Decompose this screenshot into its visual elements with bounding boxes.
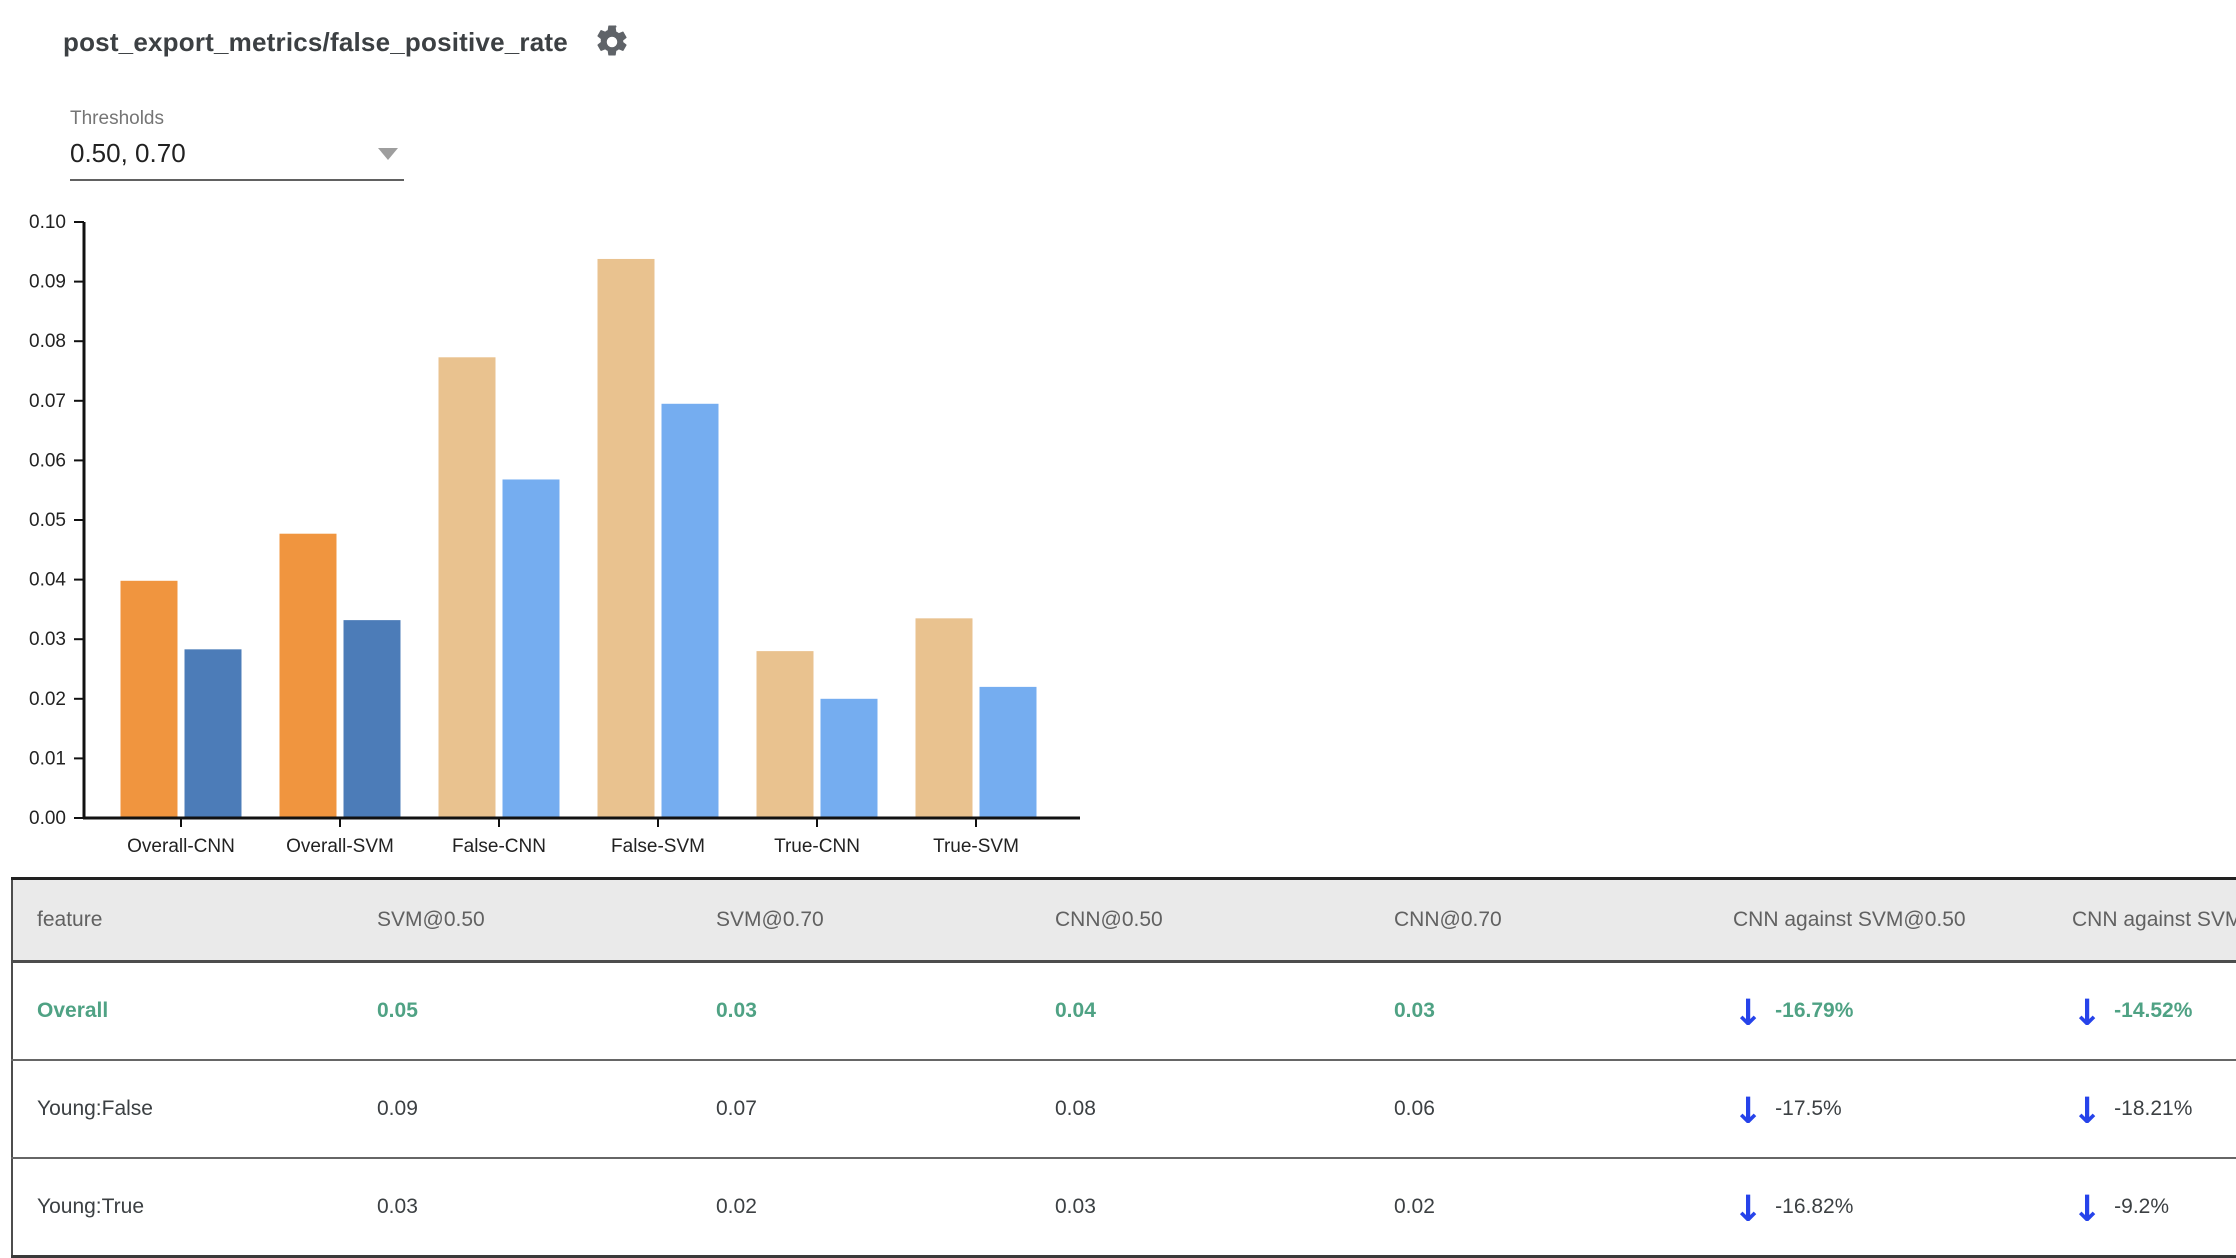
y-tick-label: 0.06 <box>29 450 66 471</box>
metrics-table: feature SVM@0.50 SVM@0.70 CNN@0.50 CNN@0.70 C… <box>11 877 2236 1258</box>
x-tick-label: Overall-SVM <box>286 836 394 857</box>
metric-value-svm-0-50: 0.05 <box>353 961 692 1061</box>
bar-overall-cnn-050[interactable] <box>120 580 178 818</box>
bar-false-svm-070[interactable] <box>661 403 719 818</box>
thresholds-dropdown[interactable]: Thresholds 0.50, 0.70 <box>70 108 404 181</box>
y-tick-label: 0.09 <box>29 272 66 293</box>
bar-false-svm-050[interactable] <box>597 258 655 818</box>
delta-cell-svm-0-70: ↓ -9.2% <box>2048 1158 2236 1257</box>
page-title: post_export_metrics/false_positive_rate <box>63 26 568 57</box>
metric-value-svm-0-70: 0.07 <box>692 1060 1031 1159</box>
delta-cell-svm-0-70: ↓ -18.21% <box>2048 1060 2236 1159</box>
title-row: post_export_metrics/false_positive_rate <box>63 24 630 60</box>
metric-value-cnn-0-50: 0.03 <box>1055 1195 1096 1218</box>
y-tick-label: 0.02 <box>29 689 66 710</box>
bar-overall-svm-050[interactable] <box>279 533 337 818</box>
metric-value-svm-0-70: 0.02 <box>716 1195 757 1218</box>
metric-value-cnn-0-70: 0.06 <box>1370 1060 1709 1159</box>
x-tick-label: True-SVM <box>933 836 1019 857</box>
x-tick-label: False-SVM <box>611 836 705 857</box>
y-tick-label: 0.00 <box>29 808 66 829</box>
column-header-cnn-0-70: CNN@0.70 <box>1370 878 1709 963</box>
column-header-cnn-0-50: CNN@0.50 <box>1031 878 1370 963</box>
feature-name: Young:True <box>37 1195 145 1218</box>
metrics-table-header: feature SVM@0.50 SVM@0.70 CNN@0.50 CNN@0.70 C… <box>12 878 2236 963</box>
false-positive-rate-bar-chart: 0.00 0.01 0.02 0.03 0.04 0.05 0.06 0.07 0.08 0.09… <box>29 212 1080 857</box>
delta-cell-svm-0-50: ↓ -16.82% <box>1709 1158 2048 1257</box>
thresholds-label: Thresholds <box>70 108 164 129</box>
decrease-arrow-icon: ↓ <box>2072 1189 2103 1230</box>
decrease-arrow-icon: ↓ <box>2072 993 2103 1034</box>
y-tick-label: 0.08 <box>29 331 66 352</box>
x-tick-label: Overall-CNN <box>127 836 235 857</box>
bar-true-cnn-070[interactable] <box>820 698 878 818</box>
settings-gear-icon[interactable] <box>594 24 630 60</box>
bar-overall-svm-070[interactable] <box>343 620 401 818</box>
column-header-cnn-against-svm-0-70: CNN against SVM@0.70 <box>2048 878 2236 963</box>
decrease-arrow-icon: ↓ <box>2072 1091 2103 1132</box>
x-tick-label: False-CNN <box>452 836 546 857</box>
y-tick-label: 0.07 <box>29 391 66 412</box>
y-tick-label: 0.10 <box>29 212 66 233</box>
decrease-arrow-icon: ↓ <box>1733 1091 1764 1132</box>
metric-value-cnn-0-70: 0.03 <box>1370 961 1709 1061</box>
feature-name: Overall <box>12 961 353 1061</box>
column-header-cnn-against-svm-0-50: CNN against SVM@0.50 <box>1709 878 2048 963</box>
bar-false-cnn-050[interactable] <box>438 357 496 818</box>
feature-name: Young:False <box>12 1060 353 1159</box>
metric-value-cnn-0-50: 0.08 <box>1031 1060 1370 1159</box>
decrease-arrow-icon: ↓ <box>1733 993 1764 1034</box>
table-row-young-true[interactable]: Young:True 0.03 0.02 0.03 0.02 ↓ -16.82% ↓ -9.2% <box>12 1158 2236 1257</box>
delta-value: -14.52% <box>2114 999 2193 1022</box>
y-tick-label: 0.05 <box>29 510 66 531</box>
metric-value-svm-0-50: 0.03 <box>377 1195 418 1218</box>
metric-value-svm-0-70: 0.03 <box>692 961 1031 1061</box>
bar-overall-cnn-070[interactable] <box>184 649 242 818</box>
metric-value-cnn-0-50: 0.04 <box>1031 961 1370 1061</box>
table-row-overall[interactable]: Overall 0.05 0.03 0.04 0.03 ↓ -16.79% ↓ -14.52% <box>12 961 2236 1061</box>
metric-value-svm-0-50: 0.09 <box>353 1060 692 1159</box>
column-header-svm-0-50: SVM@0.50 <box>353 878 692 963</box>
delta-value: -16.79% <box>1775 999 1854 1022</box>
delta-value: -9.2% <box>2114 1195 2170 1218</box>
delta-cell-svm-0-70: ↓ -14.52% <box>2048 961 2236 1061</box>
delta-cell-svm-0-50: ↓ -17.5% <box>1709 1060 2048 1159</box>
decrease-arrow-icon: ↓ <box>1733 1189 1764 1230</box>
y-tick-label: 0.01 <box>29 748 66 769</box>
metric-value-cnn-0-70: 0.02 <box>1394 1195 1435 1218</box>
bar-true-svm-050[interactable] <box>915 618 973 818</box>
delta-value: -16.82% <box>1775 1195 1854 1218</box>
bar-true-cnn-050[interactable] <box>756 651 814 818</box>
y-tick-label: 0.04 <box>29 570 66 591</box>
y-tick-label: 0.03 <box>29 629 66 650</box>
table-row-young-false[interactable]: Young:False 0.09 0.07 0.08 0.06 ↓ -17.5% ↓ -18.2… <box>12 1060 2236 1159</box>
bar-false-cnn-070[interactable] <box>502 479 560 818</box>
delta-value: -17.5% <box>1775 1097 1842 1120</box>
delta-cell-svm-0-50: ↓ -16.79% <box>1709 961 2048 1061</box>
column-header-feature: feature <box>12 878 353 963</box>
thresholds-value: 0.50, 0.70 <box>70 138 186 168</box>
x-tick-label: True-CNN <box>774 836 860 857</box>
chevron-down-icon <box>378 147 398 160</box>
column-header-svm-0-70: SVM@0.70 <box>692 878 1031 963</box>
delta-value: -18.21% <box>2114 1097 2193 1120</box>
bar-true-svm-070[interactable] <box>979 686 1037 818</box>
